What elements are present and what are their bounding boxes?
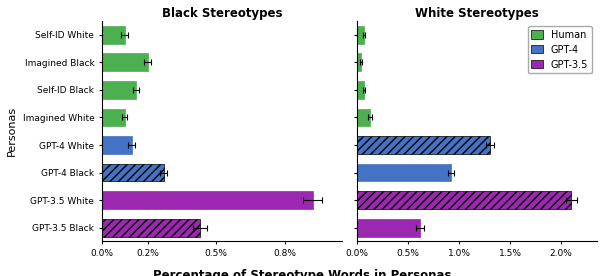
Text: Percentage of Stereotype Words in Personas: Percentage of Stereotype Words in Person… [153, 269, 451, 276]
Bar [102, 81, 137, 99]
Title: Black Stereotypes: Black Stereotypes [162, 7, 282, 20]
Bar [357, 54, 361, 71]
Bar [357, 81, 364, 99]
Title: White Stereotypes: White Stereotypes [415, 7, 539, 20]
Bar [102, 191, 312, 209]
Bar [357, 108, 370, 126]
Bar [102, 26, 125, 44]
Bar [102, 136, 132, 154]
Legend: Human, GPT-4, GPT-3.5: Human, GPT-4, GPT-3.5 [528, 26, 592, 73]
Bar [102, 219, 201, 237]
Y-axis label: Personas: Personas [7, 106, 17, 156]
Bar [357, 191, 571, 209]
Bar [357, 164, 451, 182]
Bar [102, 108, 125, 126]
Bar [357, 219, 420, 237]
Bar [357, 136, 490, 154]
Bar [357, 26, 364, 44]
Bar [102, 54, 147, 71]
Bar [102, 164, 164, 182]
